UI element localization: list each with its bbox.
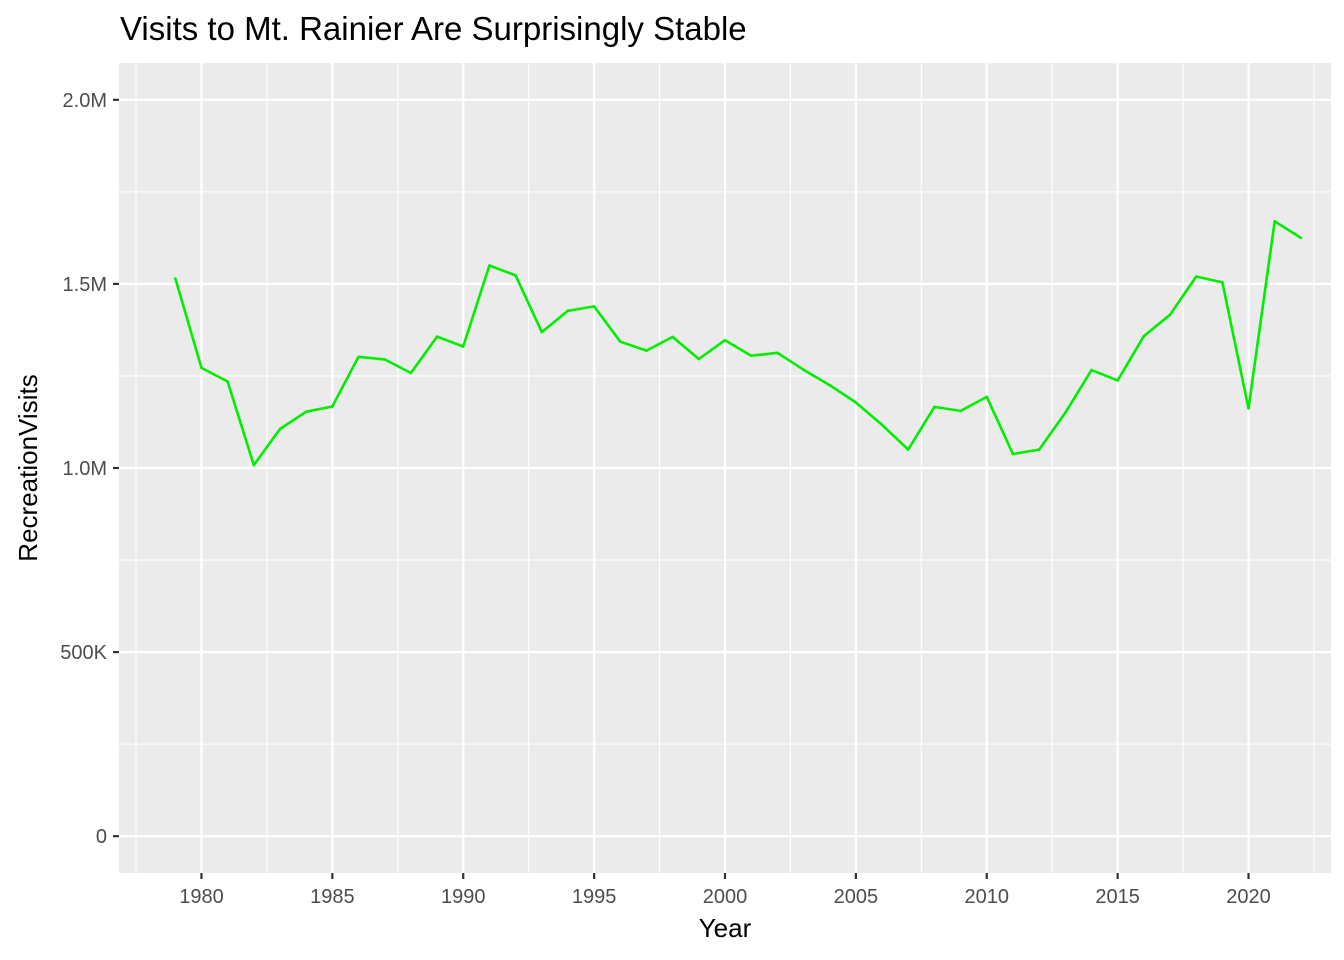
data-point	[435, 335, 439, 338]
x-tick-label: 2020	[1226, 886, 1271, 908]
data-point	[383, 358, 387, 361]
data-point	[749, 354, 753, 358]
data-point	[461, 345, 465, 348]
data-point	[1142, 334, 1146, 338]
data-point	[619, 340, 622, 344]
x-axis-title: Year	[699, 913, 752, 943]
y-tick-label: 0	[96, 826, 107, 848]
data-point	[1247, 407, 1250, 410]
grid-major	[119, 63, 1331, 873]
x-tick-label: 2015	[1095, 886, 1140, 908]
x-tick-label: 1980	[179, 886, 224, 908]
data-point	[1011, 452, 1015, 456]
chart-title: Visits to Mt. Rainier Are Surprisingly S…	[120, 10, 747, 47]
data-point	[357, 355, 360, 359]
y-axis: 0 500K 1.0M 1.5M 2.0M	[60, 90, 119, 848]
x-tick-label: 1985	[310, 886, 355, 908]
data-point	[880, 423, 884, 427]
data-point	[1299, 236, 1303, 240]
data-point	[200, 366, 203, 370]
data-point	[1194, 275, 1198, 278]
data-point	[828, 383, 831, 387]
data-point	[1090, 368, 1093, 372]
data-point	[1116, 379, 1119, 382]
data-point	[1221, 281, 1224, 284]
data-point	[697, 357, 701, 361]
data-point	[174, 277, 177, 280]
x-axis: 1980 1985 1990 1995 2000 2005 2010 2015 2020	[179, 873, 1271, 908]
series-line-0	[174, 220, 1302, 467]
data-point	[488, 264, 491, 267]
data-point	[1064, 411, 1067, 415]
y-tick-label: 2.0M	[63, 90, 107, 112]
data-point	[1168, 313, 1172, 317]
data-point	[592, 305, 596, 308]
data-point	[906, 448, 910, 451]
data-point	[645, 349, 648, 352]
x-tick-label: 1995	[572, 886, 617, 908]
x-tick-label: 2005	[834, 886, 879, 908]
data-point	[671, 335, 674, 339]
data-point	[331, 405, 334, 408]
data-point	[776, 351, 779, 355]
data-point	[802, 368, 805, 372]
y-tick-label: 1.0M	[63, 458, 107, 480]
data-point	[854, 401, 858, 404]
data-point	[933, 405, 936, 409]
data-point	[1273, 220, 1276, 223]
data-point	[514, 274, 517, 277]
data-point	[566, 309, 570, 313]
data-point	[252, 463, 256, 467]
data-point	[723, 338, 727, 342]
y-axis-title: RecreationVisits	[13, 374, 43, 561]
x-tick-label: 1990	[441, 886, 486, 908]
data-point	[226, 380, 229, 383]
x-tick-label: 2010	[965, 886, 1010, 908]
data-point	[959, 409, 962, 413]
y-tick-label: 500K	[60, 642, 107, 664]
data-point	[1037, 448, 1041, 451]
data-point	[409, 371, 413, 375]
data-point	[540, 330, 544, 334]
data-point	[304, 410, 308, 414]
data-point	[985, 395, 989, 399]
x-tick-label: 2000	[703, 886, 748, 908]
series-layer	[174, 220, 1303, 467]
data-point	[278, 427, 282, 431]
y-tick-label: 1.5M	[63, 274, 107, 296]
